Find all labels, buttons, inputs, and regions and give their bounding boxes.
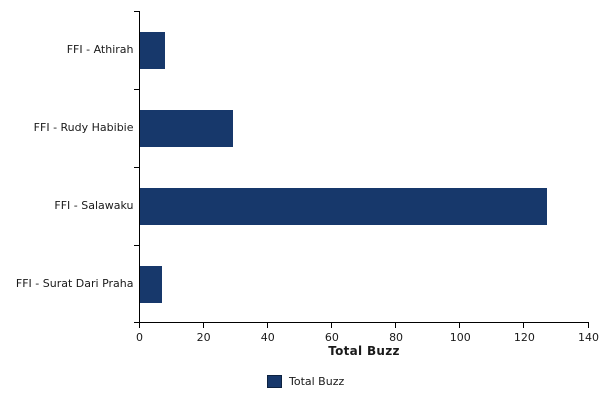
x-tick: [587, 323, 589, 328]
bar-ffi-surat-dari-praha: [139, 265, 162, 303]
category-label-ffi-rudy-habibie: FFI - Rudy Habibie: [33, 121, 134, 134]
x-tick: [459, 323, 461, 328]
legend: Total Buzz: [267, 375, 344, 388]
legend-swatch: [267, 375, 282, 388]
x-tick-label-20: 20: [196, 331, 211, 344]
category-label-ffi-salawaku: FFI - Salawaku: [54, 199, 134, 212]
category-label-ffi-athirah: FFI - Athirah: [66, 43, 134, 56]
category-label-ffi-surat-dari-praha: FFI - Surat Dari Praha: [15, 277, 134, 290]
x-tick: [138, 323, 140, 328]
y-tick: [133, 322, 139, 323]
bar-ffi-salawaku: [139, 187, 547, 225]
y-axis-line: [138, 11, 140, 323]
x-tick-label-100: 100: [449, 331, 471, 344]
x-tick-label-140: 140: [578, 331, 599, 344]
x-axis-line: [138, 322, 589, 323]
bar-ffi-athirah: [139, 31, 166, 69]
x-tick-label-80: 80: [389, 331, 404, 344]
x-tick: [202, 323, 204, 328]
x-tick-label-0: 0: [136, 331, 143, 344]
x-tick: [266, 323, 268, 328]
y-tick: [133, 11, 139, 12]
x-tick: [523, 323, 525, 328]
y-tick: [133, 167, 139, 168]
y-tick: [133, 245, 139, 246]
x-tick: [395, 323, 397, 328]
x-tick-label-40: 40: [260, 331, 275, 344]
y-tick: [133, 89, 139, 90]
x-tick: [330, 323, 332, 328]
legend-label: Total Buzz: [289, 375, 345, 388]
x-tick-label-60: 60: [324, 331, 339, 344]
bar-ffi-rudy-habibie: [139, 109, 233, 147]
x-axis-title: Total Buzz: [328, 344, 400, 358]
x-tick-label-120: 120: [513, 331, 535, 344]
